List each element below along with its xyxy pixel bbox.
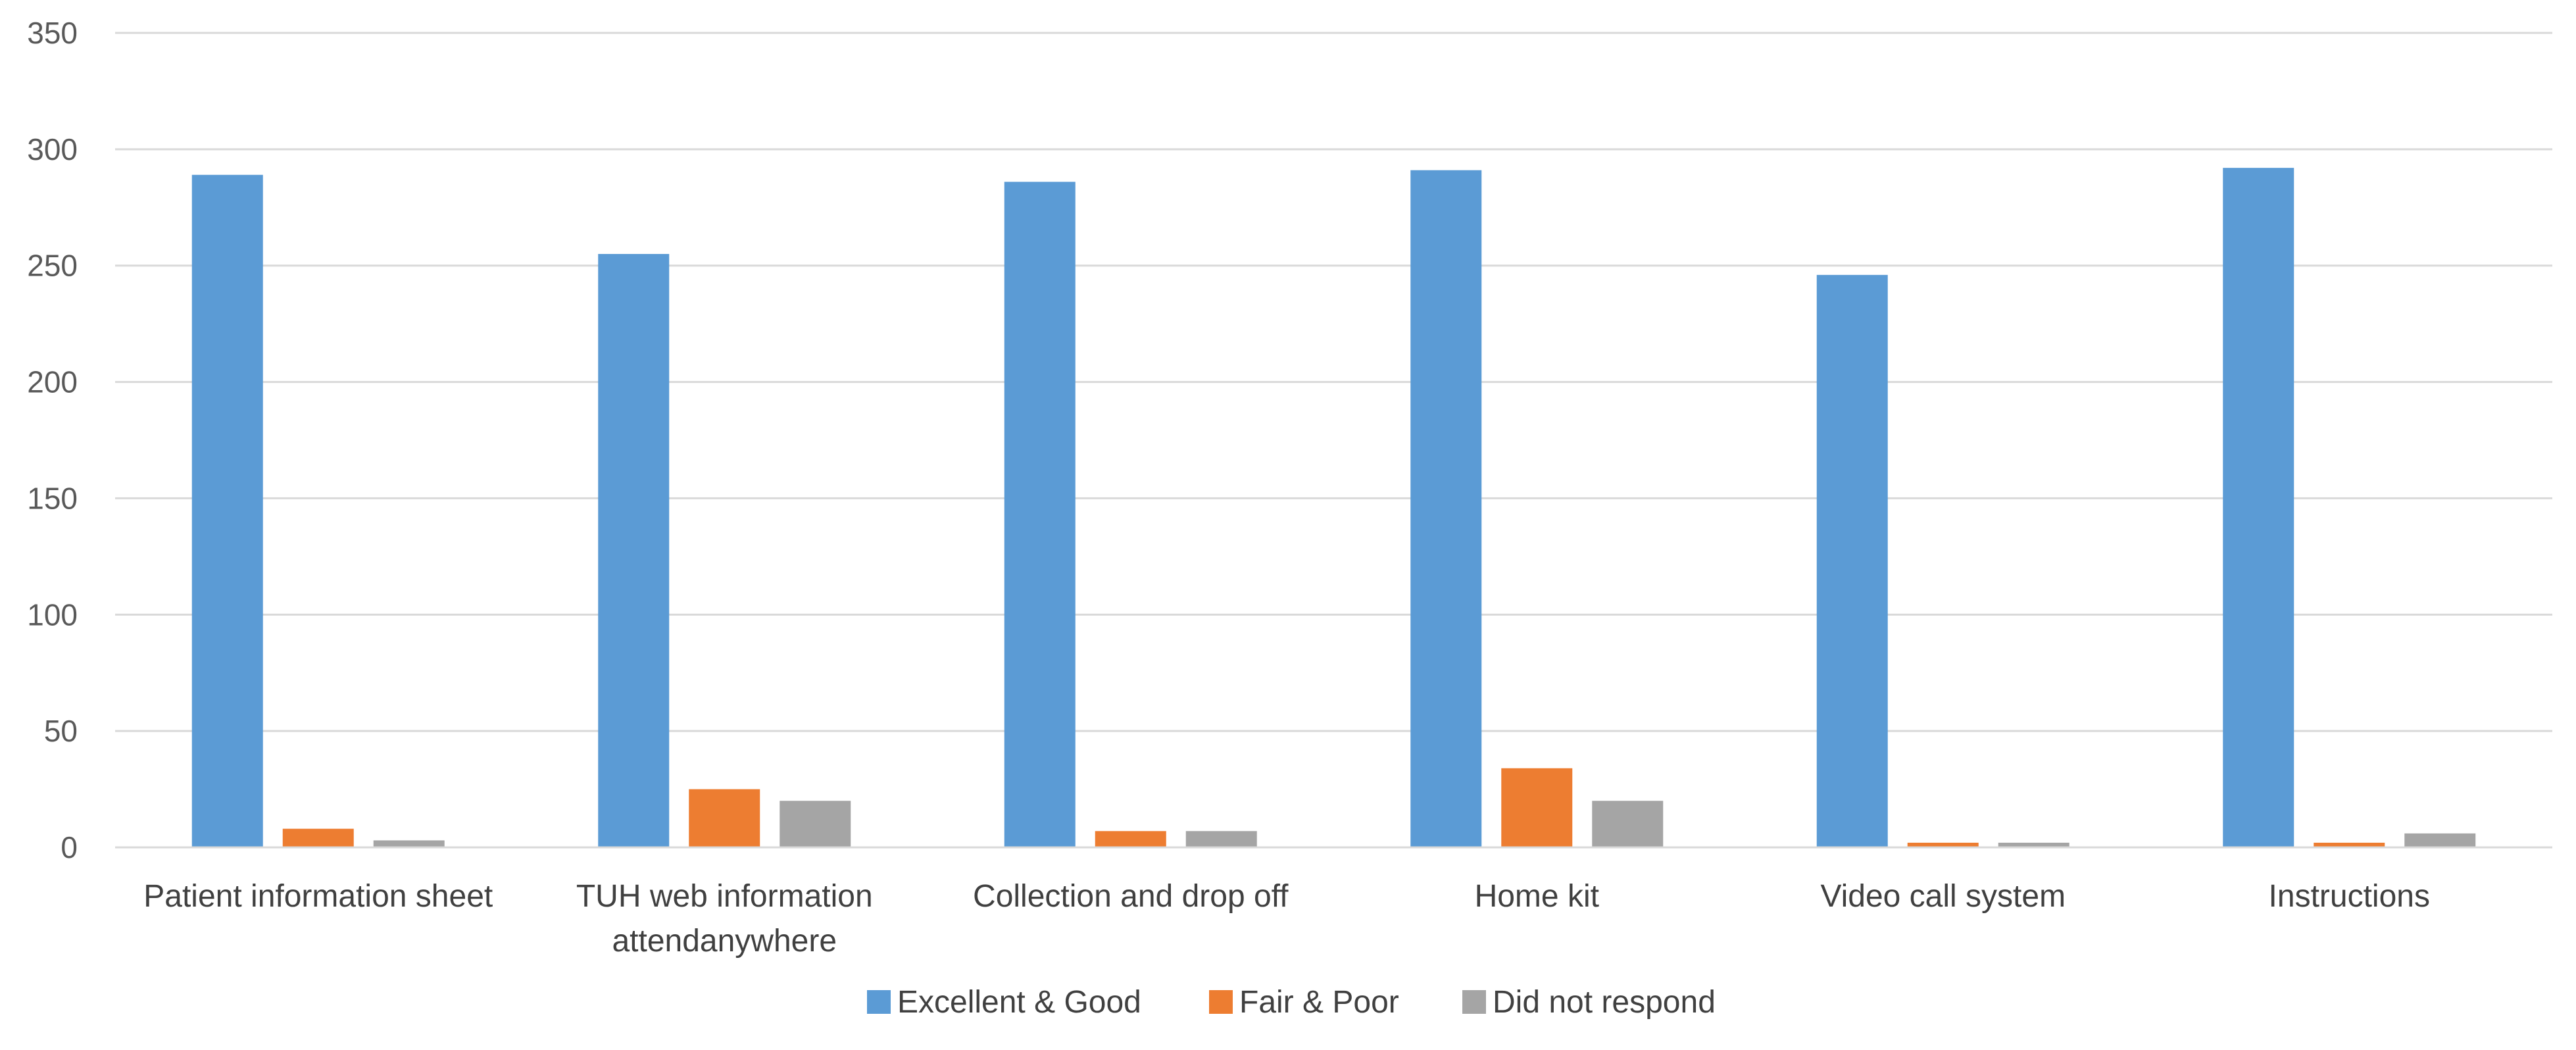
bar — [191, 174, 263, 847]
y-tick-label: 300 — [27, 132, 78, 166]
x-category-label: Patient information sheet — [143, 879, 493, 914]
y-tick-label: 50 — [44, 714, 78, 748]
legend-label: Fair & Poor — [1239, 985, 1399, 1020]
y-tick-label: 250 — [27, 249, 78, 283]
axes: 0 50 100 150 200 250 300 350 Patient information… — [27, 16, 2552, 959]
bar — [1998, 842, 2069, 847]
x-category-label: Collection and drop off — [973, 879, 1289, 914]
bar — [598, 254, 670, 847]
bar — [2314, 842, 2385, 847]
bar — [2404, 833, 2476, 847]
legend-swatch — [1462, 990, 1486, 1014]
legend-swatch — [867, 990, 891, 1014]
y-tick-label: 100 — [27, 597, 78, 632]
bar — [1095, 831, 1166, 847]
bar — [1907, 842, 1979, 847]
bar — [1004, 182, 1076, 847]
gridlines — [115, 32, 2552, 849]
x-category-label: TUH web information — [576, 879, 873, 914]
x-category-label: Home kit — [1475, 879, 1599, 914]
legend-label: Did not respond — [1493, 985, 1716, 1020]
legend-label: Excellent & Good — [897, 985, 1141, 1020]
bars — [191, 168, 2476, 848]
bar — [1816, 274, 1888, 847]
y-tick-label: 350 — [27, 16, 78, 50]
bar — [780, 801, 851, 847]
bar — [1592, 801, 1664, 847]
bar — [1410, 170, 1482, 848]
bar — [689, 789, 760, 847]
bar — [1185, 831, 1257, 847]
y-tick-label: 150 — [27, 481, 78, 515]
bar — [1501, 768, 1573, 847]
bar — [282, 828, 354, 847]
y-tick-label: 0 — [61, 830, 78, 864]
bar — [2223, 168, 2294, 847]
legend-swatch — [1209, 990, 1233, 1014]
y-tick-label: 200 — [27, 365, 78, 399]
bar — [373, 840, 445, 847]
x-category-label: attendanywhere — [612, 924, 837, 959]
x-category-label: Instructions — [2269, 879, 2430, 914]
x-category-label: Video call system — [1820, 879, 2066, 914]
legend: Excellent & Good Fair & Poor Did not respo… — [867, 985, 1716, 1020]
